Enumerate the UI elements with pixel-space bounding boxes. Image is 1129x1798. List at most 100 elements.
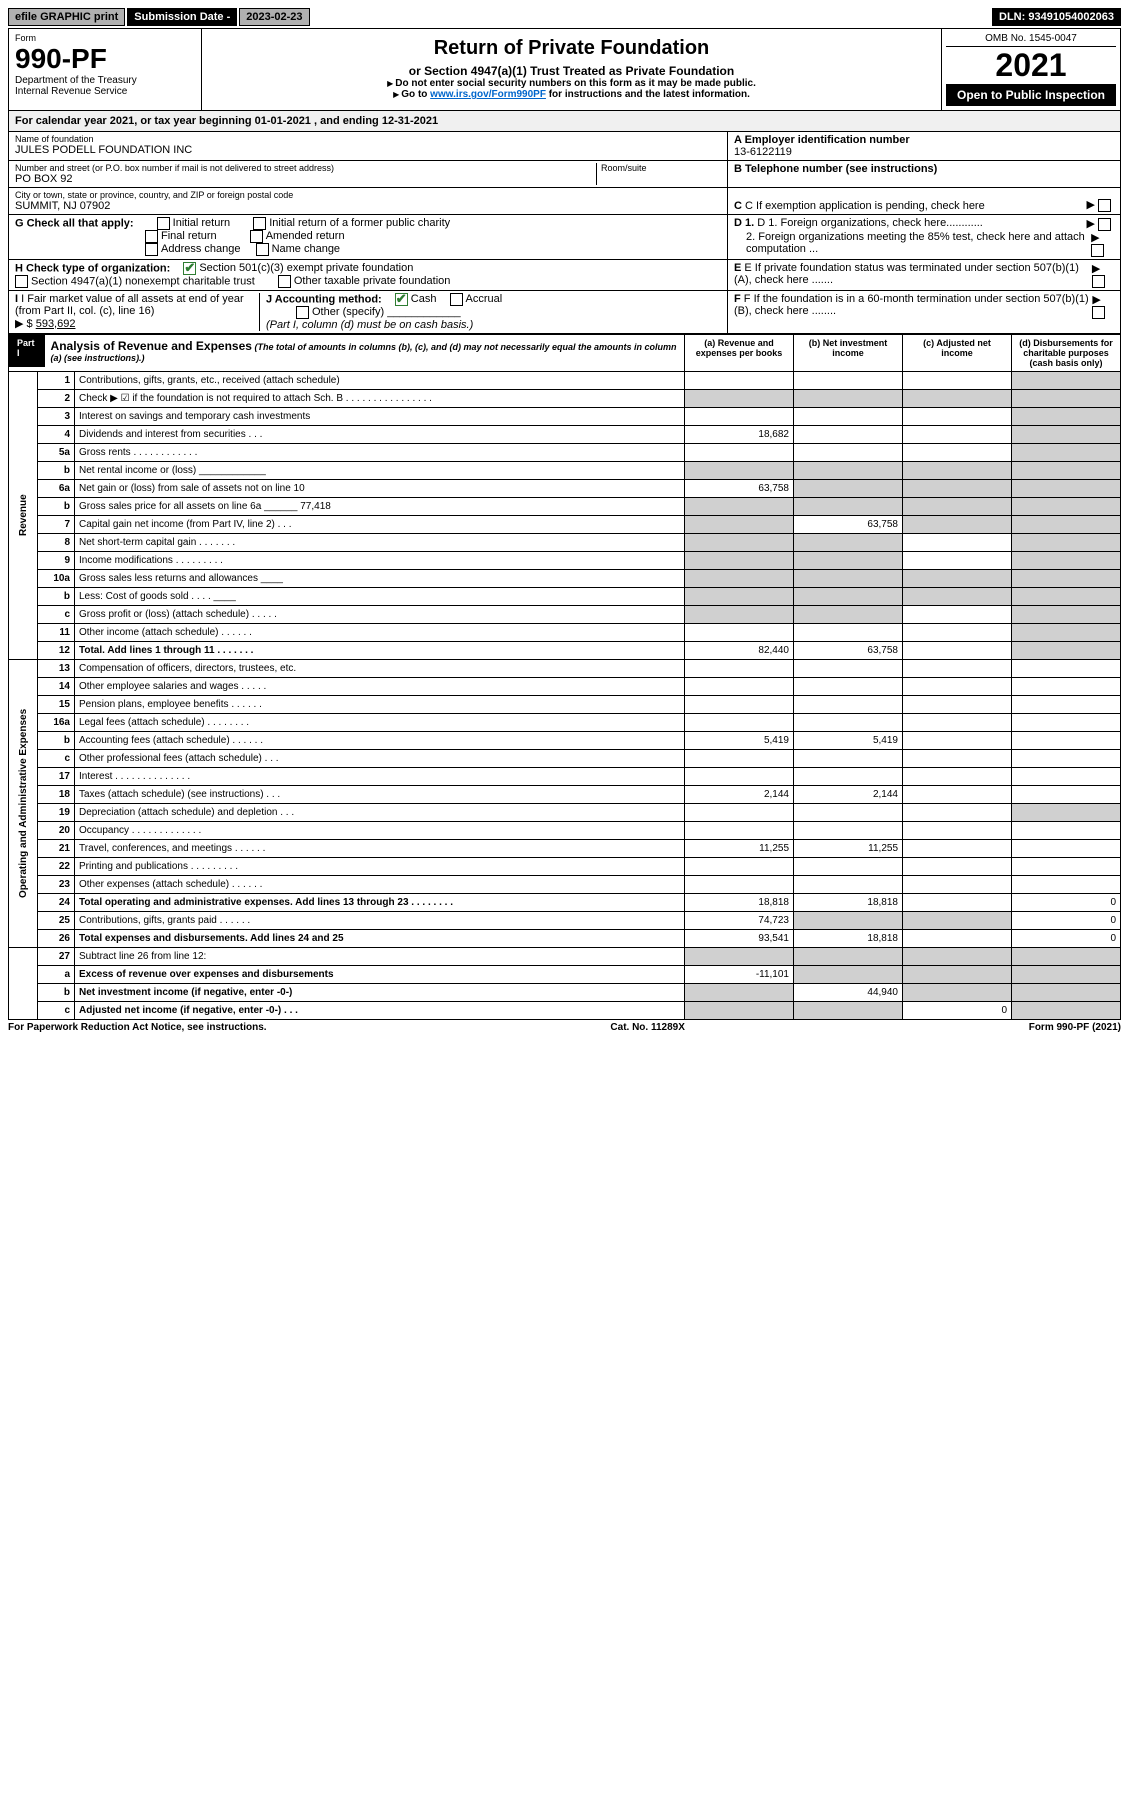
h-other-checkbox[interactable] — [278, 275, 291, 288]
table-cell — [685, 533, 794, 551]
table-cell — [903, 425, 1012, 443]
line-description: Subtract line 26 from line 12: — [75, 947, 685, 965]
g-initial-checkbox[interactable] — [157, 217, 170, 230]
table-cell — [794, 713, 903, 731]
line-description: Occupancy . . . . . . . . . . . . . — [75, 821, 685, 839]
line-description: Printing and publications . . . . . . . … — [75, 857, 685, 875]
line-number: c — [38, 1001, 75, 1019]
line-description: Accounting fees (attach schedule) . . . … — [75, 731, 685, 749]
table-cell — [903, 407, 1012, 425]
table-cell — [685, 551, 794, 569]
table-cell — [1012, 605, 1121, 623]
line-number: 18 — [38, 785, 75, 803]
table-cell — [1012, 677, 1121, 695]
inspection-label: Open to Public Inspection — [946, 84, 1116, 106]
table-cell — [685, 407, 794, 425]
form-label: Form — [15, 33, 195, 43]
line-number: 13 — [38, 659, 75, 677]
table-cell — [685, 821, 794, 839]
line-description: Interest . . . . . . . . . . . . . . — [75, 767, 685, 785]
h-501c3-checkbox[interactable] — [183, 262, 196, 275]
table-cell — [903, 875, 1012, 893]
city-value: SUMMIT, NJ 07902 — [15, 200, 721, 212]
table-cell: 63,758 — [794, 515, 903, 533]
g-name-checkbox[interactable] — [256, 243, 269, 256]
table-cell — [1012, 479, 1121, 497]
line-number: b — [38, 461, 75, 479]
g-amended-checkbox[interactable] — [250, 230, 263, 243]
efile-label: efile GRAPHIC print — [8, 8, 125, 26]
table-cell — [794, 695, 903, 713]
footer-mid: Cat. No. 11289X — [610, 1022, 684, 1033]
col-c-header: (c) Adjusted net income — [903, 334, 1012, 371]
table-cell — [1012, 515, 1121, 533]
line-number: 10a — [38, 569, 75, 587]
g-initial-former-checkbox[interactable] — [253, 217, 266, 230]
f-checkbox[interactable] — [1092, 306, 1105, 319]
form-subtitle: or Section 4947(a)(1) Trust Treated as P… — [206, 64, 937, 78]
table-cell — [903, 515, 1012, 533]
g-final-checkbox[interactable] — [145, 230, 158, 243]
table-cell — [1012, 965, 1121, 983]
line-number: 26 — [38, 929, 75, 947]
table-cell — [685, 497, 794, 515]
instructions-link[interactable]: www.irs.gov/Form990PF — [430, 89, 546, 100]
j-accrual-checkbox[interactable] — [450, 293, 463, 306]
table-cell — [903, 713, 1012, 731]
table-cell — [685, 659, 794, 677]
line-number: 12 — [38, 641, 75, 659]
url-note: Go to www.irs.gov/Form990PF for instruct… — [206, 89, 937, 100]
table-cell — [903, 749, 1012, 767]
j-label: J Accounting method: — [266, 293, 382, 305]
table-cell — [903, 803, 1012, 821]
j-other-checkbox[interactable] — [296, 306, 309, 319]
d2-checkbox[interactable] — [1091, 244, 1104, 257]
table-cell: 18,818 — [685, 893, 794, 911]
j-cash-checkbox[interactable] — [395, 293, 408, 306]
d1-checkbox[interactable] — [1098, 218, 1111, 231]
table-cell — [903, 893, 1012, 911]
table-cell — [903, 821, 1012, 839]
table-cell — [794, 605, 903, 623]
table-cell — [685, 587, 794, 605]
table-cell — [685, 461, 794, 479]
g-address-checkbox[interactable] — [145, 243, 158, 256]
line-description: Income modifications . . . . . . . . . — [75, 551, 685, 569]
line-description: Pension plans, employee benefits . . . .… — [75, 695, 685, 713]
table-cell — [685, 875, 794, 893]
city-c-row: City or town, state or province, country… — [8, 188, 1121, 215]
table-cell — [794, 371, 903, 389]
line-number: 25 — [38, 911, 75, 929]
table-cell — [685, 605, 794, 623]
table-cell — [685, 983, 794, 1001]
table-cell — [794, 389, 903, 407]
line-number: c — [38, 605, 75, 623]
h-e-row: H Check type of organization: Section 50… — [8, 260, 1121, 291]
line-number: c — [38, 749, 75, 767]
line-number: 2 — [38, 389, 75, 407]
line-number: 6a — [38, 479, 75, 497]
table-cell — [903, 623, 1012, 641]
submission-date: 2023-02-23 — [239, 8, 309, 26]
table-cell — [794, 407, 903, 425]
h-4947-checkbox[interactable] — [15, 275, 28, 288]
table-cell: 74,723 — [685, 911, 794, 929]
line-description: Depreciation (attach schedule) and deple… — [75, 803, 685, 821]
table-cell — [903, 551, 1012, 569]
table-cell — [903, 443, 1012, 461]
line-number: 5a — [38, 443, 75, 461]
name-ein-row: Name of foundation JULES PODELL FOUNDATI… — [8, 132, 1121, 161]
table-cell — [1012, 497, 1121, 515]
line-description: Capital gain net income (from Part IV, l… — [75, 515, 685, 533]
ein-value: 13-6122119 — [734, 146, 1114, 158]
address-value: PO BOX 92 — [15, 173, 596, 185]
c-checkbox[interactable] — [1098, 199, 1111, 212]
line-description: Total. Add lines 1 through 11 . . . . . … — [75, 641, 685, 659]
line-number: 7 — [38, 515, 75, 533]
line-description: Excess of revenue over expenses and disb… — [75, 965, 685, 983]
e-checkbox[interactable] — [1092, 275, 1105, 288]
table-cell: 18,682 — [685, 425, 794, 443]
d1-label: D 1. Foreign organizations, check here..… — [757, 217, 983, 229]
table-cell — [1012, 461, 1121, 479]
ssn-note: Do not enter social security numbers on … — [206, 78, 937, 89]
